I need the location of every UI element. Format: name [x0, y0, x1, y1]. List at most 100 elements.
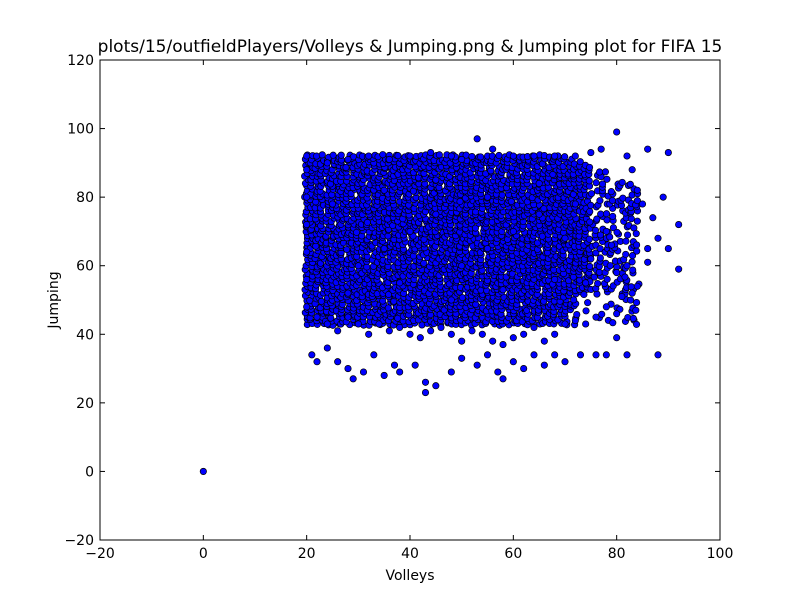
data-point [644, 258, 652, 266]
data-point [603, 216, 611, 224]
data-point [628, 252, 637, 260]
data-point [586, 218, 594, 226]
data-point [609, 319, 617, 327]
data-point [582, 307, 590, 315]
data-point [594, 279, 602, 288]
data-point [530, 351, 538, 359]
data-point [596, 197, 604, 205]
y-tick-label: 60 [76, 259, 94, 275]
data-point [573, 311, 581, 319]
data-point [323, 159, 331, 167]
data-point [570, 296, 578, 304]
data-point [675, 221, 683, 229]
data-point [603, 275, 611, 283]
data-point [644, 245, 652, 253]
data-point [337, 151, 345, 159]
data-point [587, 149, 595, 157]
data-point [629, 266, 637, 274]
data-point [602, 303, 610, 311]
data-point [627, 296, 635, 304]
data-point [633, 298, 641, 307]
data-point [458, 354, 466, 362]
data-point [609, 212, 617, 220]
data-point [595, 268, 603, 276]
data-point [561, 358, 569, 366]
data-point [638, 200, 647, 208]
y-tick-label: 100 [67, 122, 94, 138]
data-point [344, 155, 352, 163]
data-point [313, 358, 321, 366]
data-point [495, 151, 503, 160]
data-point [416, 334, 424, 342]
data-point [571, 200, 579, 208]
data-point [586, 207, 594, 216]
data-point [580, 290, 588, 299]
data-point [608, 196, 617, 205]
data-point [596, 168, 604, 176]
data-point [380, 371, 388, 379]
data-point [591, 226, 600, 234]
data-point [406, 330, 414, 338]
y-tick-label: 120 [67, 53, 94, 69]
data-point [437, 323, 445, 331]
data-point [606, 233, 614, 241]
data-point [592, 313, 600, 321]
data-point [602, 227, 610, 235]
x-tick-label: 20 [298, 546, 316, 562]
data-point [576, 158, 584, 166]
data-point [379, 151, 387, 159]
data-point [447, 296, 455, 304]
data-point [613, 334, 621, 342]
data-point [303, 221, 311, 229]
data-point [329, 151, 337, 159]
data-point [644, 145, 652, 153]
data-point [592, 249, 600, 257]
data-point [549, 170, 557, 178]
data-point [632, 306, 640, 314]
data-point [622, 237, 630, 245]
data-point [585, 177, 593, 185]
data-point [551, 152, 559, 160]
data-point [468, 327, 476, 335]
data-point [458, 337, 466, 345]
data-point [421, 389, 430, 397]
data-point [596, 245, 604, 253]
dense-point-cloud [301, 151, 643, 329]
data-point [344, 289, 352, 297]
data-point [606, 262, 614, 270]
data-point [365, 152, 373, 160]
data-point [435, 151, 443, 159]
data-point [489, 145, 497, 153]
data-point [633, 217, 641, 225]
data-point [317, 297, 325, 305]
data-point [587, 190, 596, 198]
x-tick-label: 100 [707, 546, 734, 562]
data-point [623, 262, 631, 270]
y-tick-label: −20 [64, 533, 94, 549]
data-point [323, 320, 331, 328]
data-point [396, 368, 404, 376]
data-point [571, 152, 579, 160]
data-point [385, 327, 393, 335]
data-point [396, 323, 404, 331]
data-point [598, 310, 606, 318]
data-point [613, 310, 621, 318]
data-point [473, 361, 481, 369]
data-point [334, 327, 342, 335]
data-point [597, 210, 605, 218]
data-point [633, 186, 641, 194]
data-point [303, 166, 311, 174]
x-tick-label: 0 [199, 546, 208, 562]
x-tick-label: 40 [401, 546, 419, 562]
data-point [363, 218, 371, 226]
data-point [520, 365, 528, 373]
data-point [664, 149, 672, 157]
data-point [327, 314, 335, 322]
data-point [478, 330, 486, 338]
y-axis-label: Jumping [46, 271, 62, 329]
data-point [603, 175, 611, 183]
data-point [199, 467, 207, 475]
data-point [499, 375, 507, 383]
data-point [380, 186, 388, 194]
data-point [551, 275, 559, 283]
